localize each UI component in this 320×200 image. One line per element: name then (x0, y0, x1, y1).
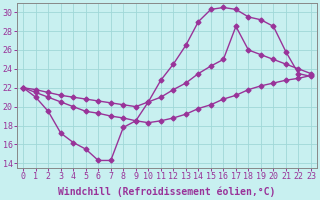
X-axis label: Windchill (Refroidissement éolien,°C): Windchill (Refroidissement éolien,°C) (58, 187, 276, 197)
